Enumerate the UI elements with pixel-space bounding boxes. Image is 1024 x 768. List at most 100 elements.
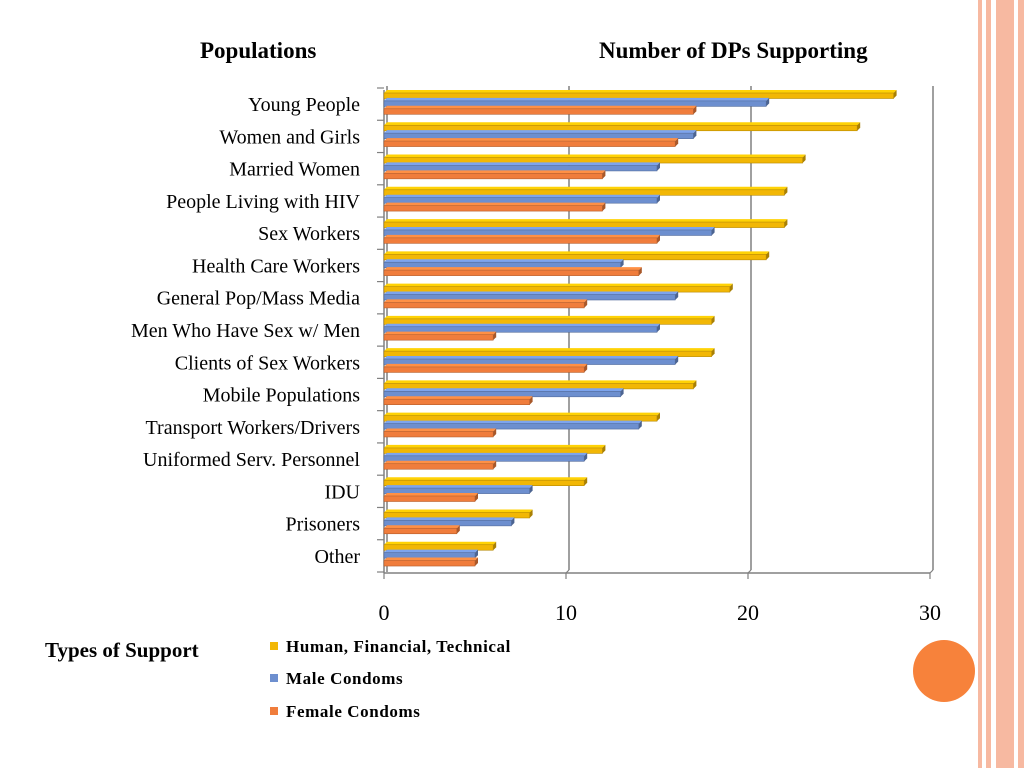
bar-side [602, 202, 606, 212]
category-label: Clients of Sex Workers [175, 352, 360, 374]
bar [383, 350, 712, 357]
bar [383, 560, 476, 567]
decor-circle [913, 640, 975, 702]
bar-side [675, 138, 679, 147]
bar [383, 383, 694, 390]
legend-label-female-condoms: Female Condoms [286, 702, 421, 721]
bar [383, 487, 530, 494]
bar [383, 261, 621, 269]
bar-side [693, 380, 697, 389]
bar [383, 431, 494, 438]
bar-top [384, 460, 497, 464]
bar [383, 479, 585, 487]
bar [383, 463, 494, 470]
category-label: Young People [248, 94, 360, 116]
bar-side [602, 170, 606, 179]
bar-top [384, 396, 533, 400]
dps-supporting-title: Number of DPs Supporting [599, 38, 868, 63]
legend-item-male-condoms: Male Condoms [270, 669, 403, 689]
bar-side [584, 363, 588, 373]
bar-side [693, 105, 697, 115]
bar-top [384, 541, 497, 545]
bar-side [657, 234, 660, 244]
bar-side [529, 509, 533, 518]
bar [383, 269, 640, 276]
category-label: Men Who Have Sex w/ Men [131, 320, 360, 342]
bar [383, 318, 712, 325]
bar [383, 165, 658, 172]
bar-side [620, 259, 624, 268]
bar [383, 140, 676, 147]
bar [383, 527, 458, 535]
bar-side [529, 396, 533, 405]
bar-top [384, 517, 515, 521]
bar-side [475, 557, 478, 567]
bar [383, 398, 530, 406]
category-label: Sex Workers [258, 223, 360, 245]
bar-top [384, 493, 478, 496]
legend-label-human-financial-technical: Human, Financial, Technical [286, 637, 511, 656]
x-tick-label-0: 0 [379, 600, 390, 625]
bar-top [384, 525, 460, 529]
bar-top [384, 90, 897, 93]
bar-side [584, 452, 588, 462]
bar-top [384, 315, 715, 319]
bar [383, 447, 603, 454]
bar-top [384, 251, 770, 255]
populations-title: Populations [200, 38, 317, 63]
bar-side [711, 315, 715, 325]
bar-top [384, 363, 588, 367]
bar-side [584, 477, 588, 486]
bar-top [384, 291, 679, 295]
bar-side [784, 186, 788, 196]
bar [383, 197, 658, 204]
bar [383, 124, 858, 132]
bar-top [384, 122, 861, 126]
bar-top [384, 331, 497, 335]
gridline-base-30 [929, 569, 934, 574]
legend-item-human-financial-technical: Human, Financial, Technical [270, 637, 511, 657]
decor-stripe-2 [986, 0, 991, 768]
bar-top [384, 105, 697, 109]
bar-side [475, 549, 478, 559]
bar-side [693, 130, 697, 139]
legend-swatch-human-financial-technical [270, 642, 278, 651]
bar-top [384, 420, 642, 424]
decor-stripe-4 [1018, 0, 1024, 768]
bar-top [384, 549, 478, 553]
bar-side [493, 460, 497, 470]
category-label: Uniformed Serv. Personnel [143, 449, 360, 471]
bar [383, 366, 585, 373]
x-tick-label-30: 30 [919, 600, 941, 625]
bar [383, 520, 512, 527]
category-label: Married Women [229, 159, 360, 181]
bar-top [384, 299, 588, 303]
bar-side [766, 97, 770, 107]
bar [383, 92, 894, 99]
bar [383, 157, 803, 164]
bar-side [620, 388, 624, 397]
bar-top [384, 267, 642, 271]
bar-side [711, 226, 715, 236]
bar-top [384, 509, 533, 513]
bar [383, 455, 585, 462]
bar [383, 544, 494, 551]
bar-top [384, 428, 497, 432]
bar-top [384, 138, 679, 142]
bar [383, 108, 694, 115]
bar [383, 512, 530, 519]
bar-top [384, 356, 679, 360]
legend-item-female-condoms: Female Condoms [270, 702, 420, 722]
bar-top [384, 154, 806, 158]
bar-side [657, 412, 660, 422]
bar-side [638, 420, 642, 430]
bar-side [602, 444, 606, 454]
bar-side [657, 162, 660, 171]
category-label: Other [314, 546, 360, 568]
bar-top [384, 557, 478, 561]
bar-side [638, 267, 642, 276]
x-tick-label-10: 10 [555, 600, 577, 625]
bar-side [784, 219, 788, 228]
bar-side [711, 348, 715, 357]
category-label: Transport Workers/Drivers [146, 417, 361, 439]
